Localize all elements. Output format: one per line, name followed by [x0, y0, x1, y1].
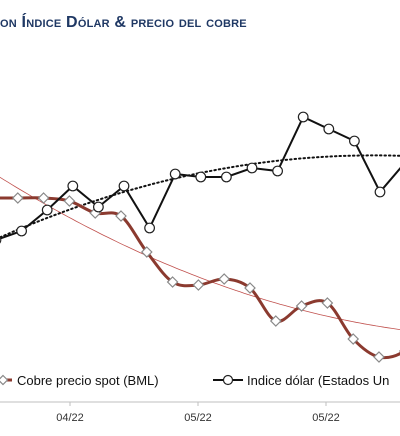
dollar-point	[118, 180, 130, 192]
copper-trendline	[0, 176, 400, 331]
copper-point	[192, 279, 205, 291]
dollar-point	[0, 236, 2, 244]
copper-point	[115, 210, 127, 222]
x-tick-label: 04/22	[56, 412, 84, 424]
dollar-point	[169, 168, 181, 180]
dollar-point	[272, 165, 284, 177]
legend-dollar-marker	[222, 374, 234, 386]
copper-point	[166, 276, 179, 288]
copper-point	[11, 192, 24, 204]
dollar-point	[16, 225, 27, 237]
copper-point	[373, 351, 385, 363]
copper-point	[295, 300, 308, 312]
dollar-point	[41, 204, 53, 216]
dollar-point	[246, 162, 258, 174]
copper-point	[37, 192, 50, 204]
copper-point	[63, 195, 76, 207]
copper-point	[218, 273, 231, 285]
copper-point	[244, 282, 256, 294]
dollar-point	[220, 171, 232, 183]
dollar-point	[374, 186, 386, 198]
dollar-point	[323, 123, 335, 135]
chart-title: on Índice Dólar & precio del cobre	[0, 14, 247, 31]
x-tick-label: 05/22	[312, 412, 340, 424]
copper-point	[321, 297, 334, 309]
dollar-point	[195, 171, 207, 183]
dollar-point	[349, 135, 360, 147]
copper-point	[347, 333, 360, 345]
dollar-point	[92, 201, 104, 213]
x-tick-label: 05/22	[184, 412, 212, 424]
legend-copper-label: Cobre precio spot (BML)	[17, 373, 159, 388]
legend-copper-marker	[0, 374, 9, 386]
dollar-point	[67, 180, 79, 192]
dollar-point	[144, 222, 156, 234]
copper-point	[140, 246, 153, 258]
dollar-point	[297, 111, 309, 123]
legend-dollar-label: Indice dólar (Estados Un	[247, 373, 389, 388]
copper-point	[269, 315, 282, 327]
